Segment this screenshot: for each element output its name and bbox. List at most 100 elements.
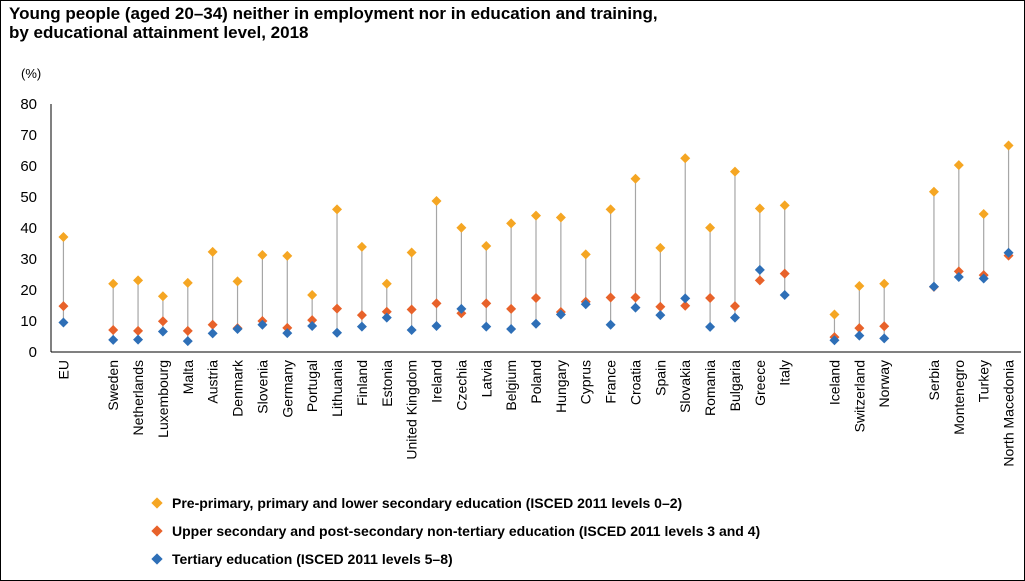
data-point-upper-secondary [406,304,417,315]
x-tick-label: EU [55,360,71,379]
data-point-lower-secondary [307,289,318,300]
x-tick-label: Turkey [976,360,992,402]
x-tick-label: United Kingdom [404,360,420,460]
data-point-tertiary [307,320,318,331]
legend-item-upper-secondary: Upper secondary and post-secondary non-t… [151,517,760,545]
x-tick-label: Slovenia [254,360,270,414]
data-point-lower-secondary [506,218,517,229]
data-point-upper-secondary [854,323,865,334]
x-tick-label: Serbia [926,360,942,401]
chart-title: Young people (aged 20–34) neither in emp… [9,4,658,42]
data-point-lower-secondary [456,222,467,233]
data-point-lower-secondary [381,278,392,289]
data-point-upper-secondary [754,275,765,286]
legend-label-upper-secondary: Upper secondary and post-secondary non-t… [172,523,761,539]
data-point-tertiary [356,321,367,332]
data-point-lower-secondary [481,240,492,251]
y-tick-label: 70 [20,127,37,144]
data-point-lower-secondary [207,246,218,257]
x-tick-label: Estonia [379,360,395,407]
x-tick-label: Germany [279,360,295,418]
data-point-upper-secondary [531,293,541,304]
x-tick-label: Austria [205,360,221,404]
x-tick-label: Ireland [429,360,445,403]
data-point-tertiary [630,302,641,313]
x-tick-label: Croatia [627,360,643,405]
data-point-upper-secondary [431,298,442,309]
data-point-lower-secondary [953,160,964,171]
data-point-lower-secondary [555,212,566,223]
y-tick-label: 30 [20,251,37,268]
data-point-lower-secondary [1003,140,1014,151]
x-tick-label: Poland [528,360,544,404]
x-tick-label: Bulgaria [727,360,743,412]
data-point-upper-secondary [655,301,666,312]
data-point-upper-secondary [182,325,193,336]
y-tick-label: 60 [20,158,37,175]
x-tick-label: Montenegro [951,360,967,435]
legend-label-lower-secondary: Pre-primary, primary and lower secondary… [172,495,683,511]
data-point-lower-secondary [232,276,243,287]
data-point-lower-secondary [655,242,666,253]
x-tick-label: Norway [876,360,892,407]
data-point-tertiary [108,334,119,345]
data-point-upper-secondary [133,325,144,336]
data-point-tertiary [207,328,218,339]
x-tick-label: Spain [652,360,668,396]
data-point-upper-secondary [630,292,641,303]
data-point-tertiary [829,335,840,346]
data-point-lower-secondary [829,309,840,320]
data-point-upper-secondary [157,316,168,327]
x-tick-label: Luxembourg [155,360,171,438]
data-point-tertiary [854,330,865,341]
x-tick-label: France [603,360,619,404]
data-point-tertiary [282,328,293,339]
y-axis-unit-label: (%) [21,66,42,81]
data-point-tertiary [928,281,939,292]
data-point-upper-secondary [332,303,343,314]
x-tick-label: Sweden [105,360,121,411]
legend-marker-tertiary [151,553,163,565]
x-tick-label: North Macedonia [1001,360,1017,467]
data-point-tertiary [157,326,168,337]
data-point-upper-secondary [729,301,740,312]
data-point-tertiary [779,289,790,300]
y-tick-label: 80 [20,96,37,113]
legend-label-tertiary: Tertiary education (ISCED 2011 levels 5–… [172,551,453,567]
data-point-tertiary [605,319,616,330]
data-point-lower-secondary [854,280,865,291]
data-point-upper-secondary [282,322,293,333]
data-point-upper-secondary [58,301,69,312]
x-tick-label: Finland [354,360,370,406]
legend-item-lower-secondary: Pre-primary, primary and lower secondary… [151,489,760,517]
x-tick-label: Netherlands [130,360,146,436]
data-point-lower-secondary [282,250,293,261]
data-point-tertiary [729,312,740,323]
data-point-upper-secondary [953,266,964,277]
data-point-lower-secondary [133,275,144,286]
x-tick-label: Hungary [553,360,569,413]
data-point-tertiary [506,324,517,335]
y-tick-label: 10 [20,313,37,330]
data-point-tertiary [431,320,442,331]
legend-marker-upper-secondary [151,525,163,537]
data-point-tertiary [182,336,193,347]
y-tick-label: 50 [20,189,37,206]
x-tick-label: Switzerland [851,360,867,432]
data-point-lower-secondary [332,204,343,215]
data-point-tertiary [58,317,69,328]
x-tick-label: Iceland [826,360,842,405]
data-point-tertiary [953,271,964,282]
y-tick-label: 0 [29,344,37,361]
x-tick-label: Slovakia [677,360,693,413]
legend-item-tertiary: Tertiary education (ISCED 2011 levels 5–… [151,545,760,573]
data-point-upper-secondary [605,292,616,303]
data-point-lower-secondary [108,278,119,289]
data-point-tertiary [879,333,890,344]
data-point-upper-secondary [680,300,691,311]
x-tick-label: Latvia [478,360,494,398]
data-point-upper-secondary [108,324,119,335]
x-tick-label: Cyprus [578,360,594,404]
data-point-lower-secondary [754,203,765,214]
